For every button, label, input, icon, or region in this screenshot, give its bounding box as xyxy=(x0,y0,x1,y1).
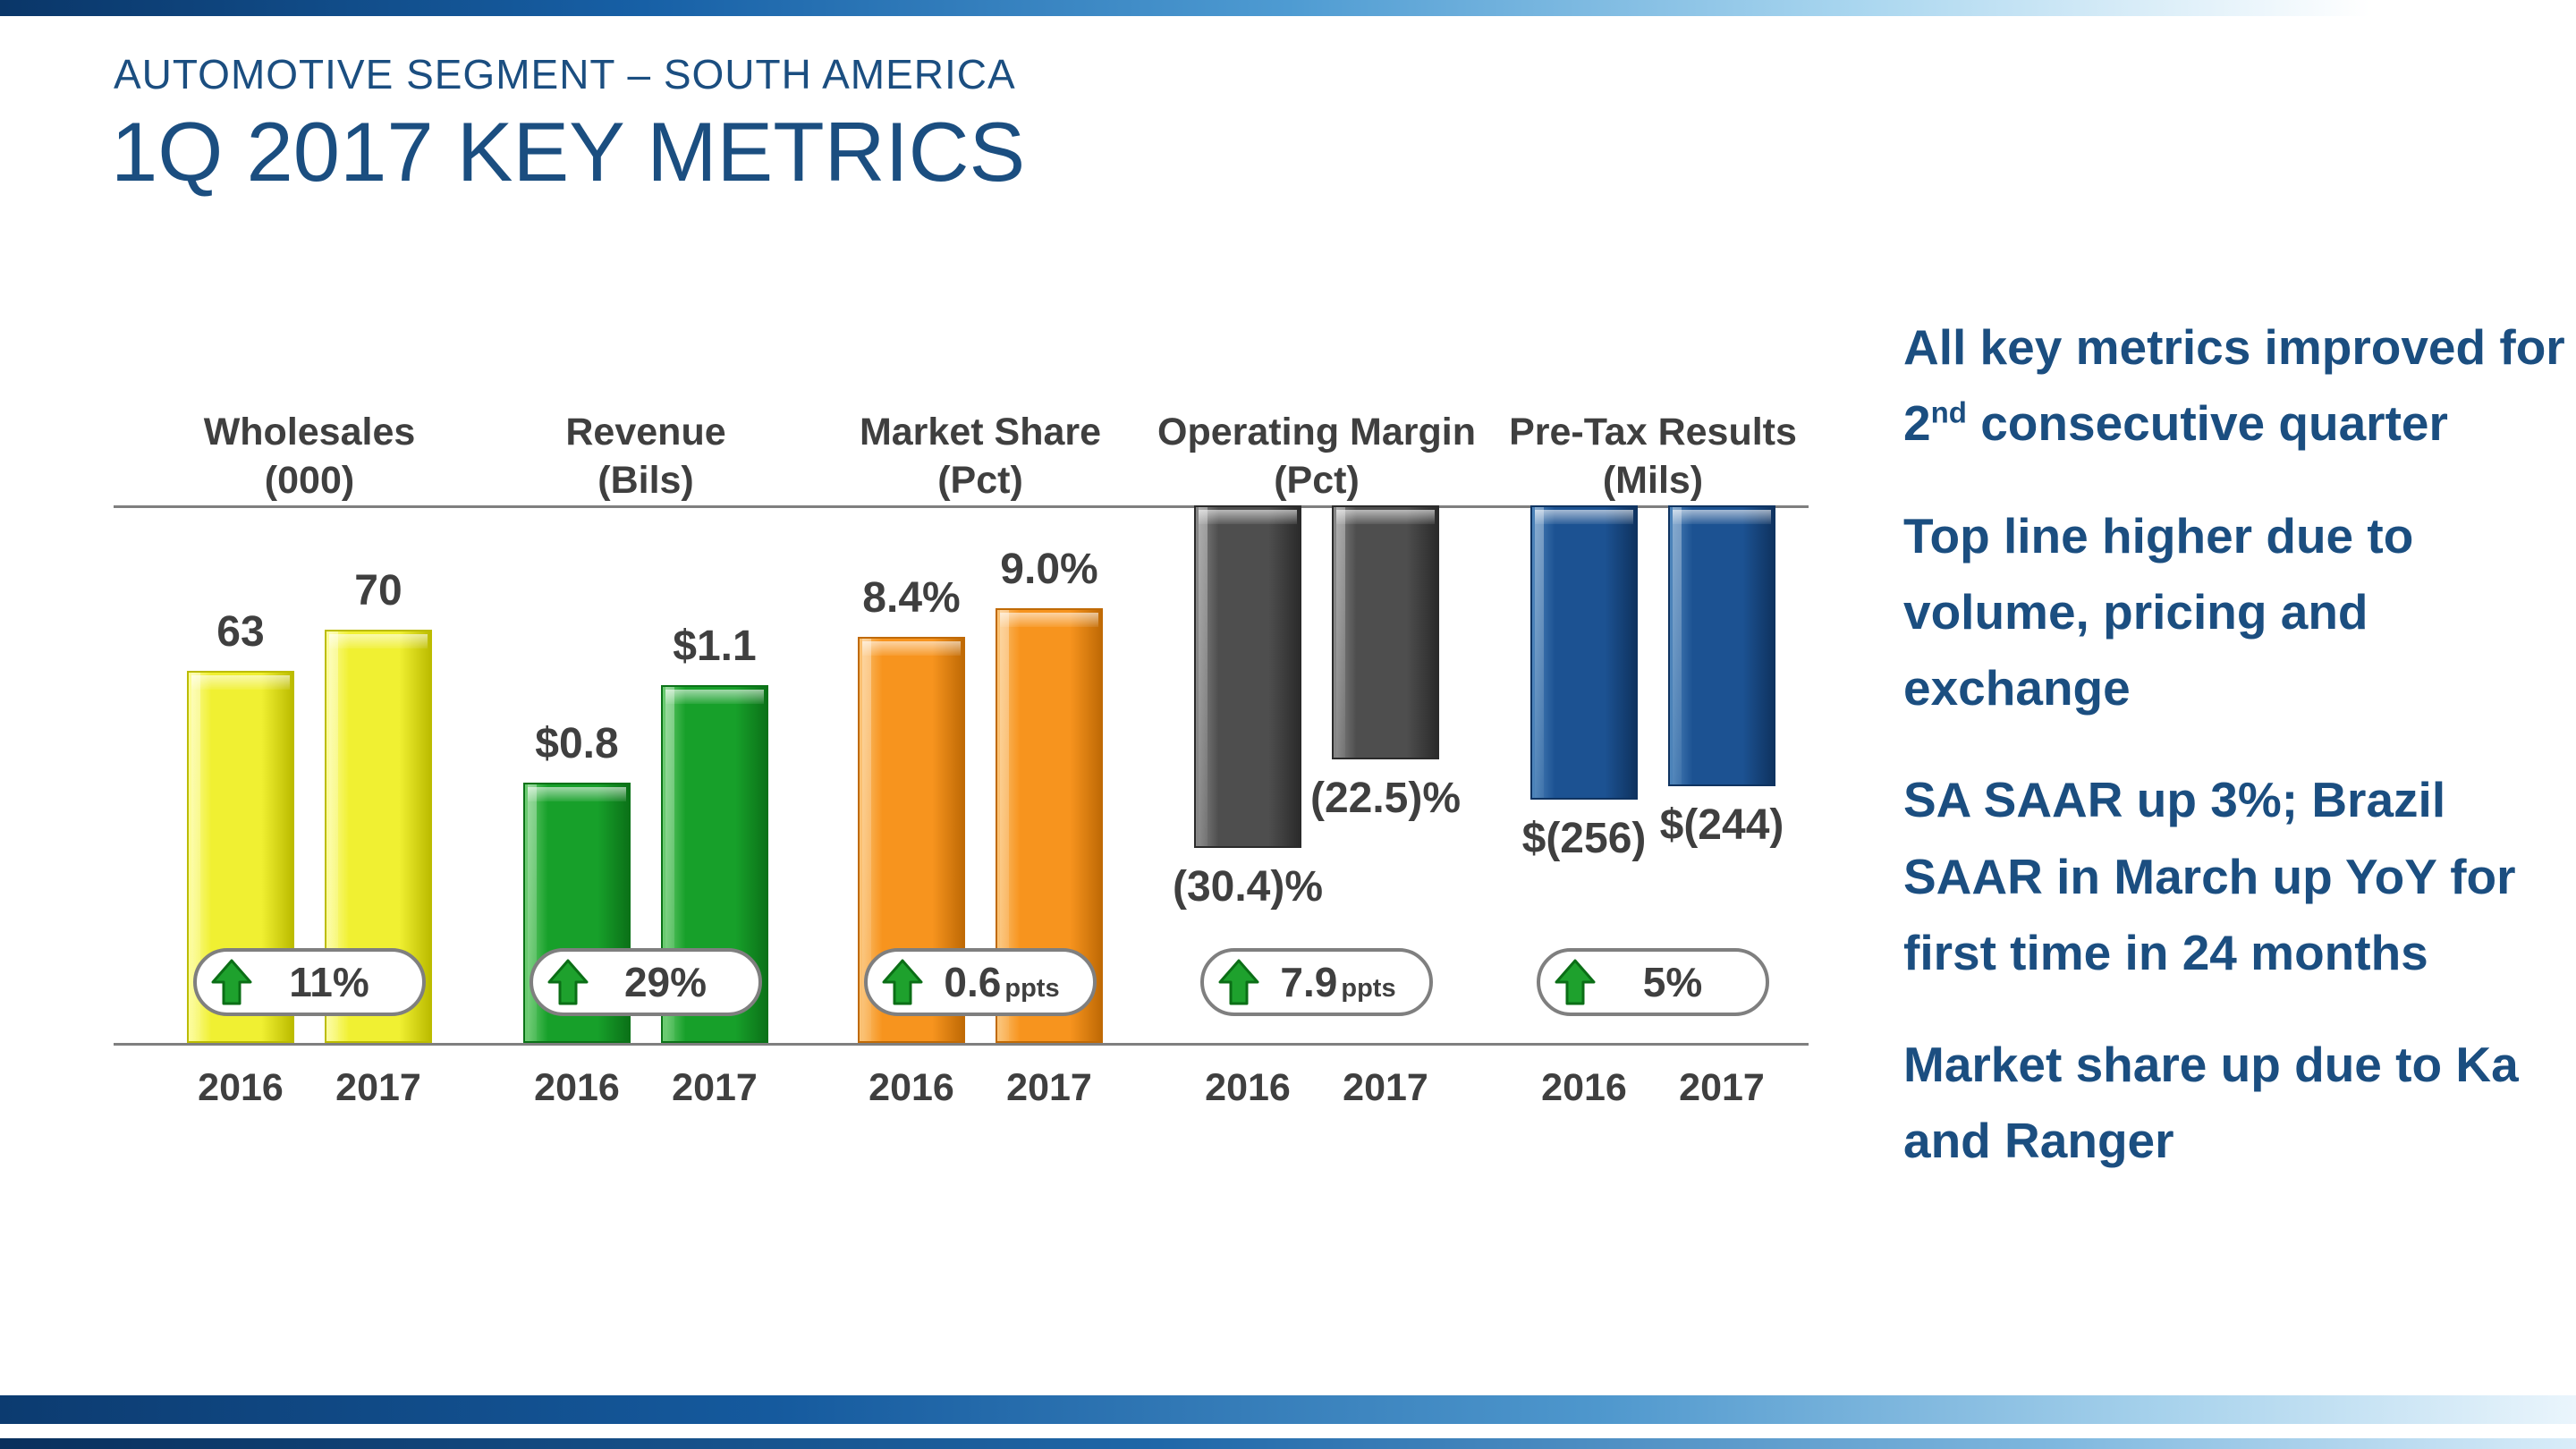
bar-value-2016: 63 xyxy=(216,608,265,656)
bar-value-2016: 8.4% xyxy=(862,574,961,622)
year-labels: 2016 2017 xyxy=(1149,1066,1484,1120)
year-labels: 2016 2017 xyxy=(1486,1066,1820,1120)
bar-value-2017: (22.5)% xyxy=(1309,775,1462,822)
year-2017: 2017 xyxy=(1343,1066,1428,1109)
year-2016: 2016 xyxy=(869,1066,954,1109)
bar-value-2016: (30.4)% xyxy=(1172,863,1324,911)
metric-header: Market Share (Pct) xyxy=(813,409,1148,505)
metric-plot: $0.8 $1.1 29% xyxy=(479,505,813,1043)
bar-value-2017: 9.0% xyxy=(1000,546,1098,593)
metric-group-revenue: Revenue (Bils) $0.8 $1.1 29% 2016 2017 xyxy=(479,409,813,1124)
change-badge: 0.6 ppts xyxy=(864,948,1097,1016)
year-2016: 2016 xyxy=(1205,1066,1291,1109)
metric-group-market-share: Market Share (Pct) 8.4% 9.0% 0.6 ppts 201… xyxy=(813,409,1148,1124)
metric-plot: 63 70 11% xyxy=(142,505,477,1043)
up-arrow-icon xyxy=(547,959,589,1005)
year-2017: 2017 xyxy=(1679,1066,1765,1109)
up-arrow-icon xyxy=(1218,959,1259,1005)
bullet-saar: SA SAAR up 3%; Brazil SAAR in March up Y… xyxy=(1903,772,2516,980)
chart-top-axis-line xyxy=(114,505,1809,508)
metric-header: Wholesales (000) xyxy=(142,409,477,505)
metric-units: (Mils) xyxy=(1602,458,1704,502)
bullet-metrics-improved: All key metrics improved for 2nd consecu… xyxy=(1903,319,2565,452)
bar-2016 xyxy=(1194,505,1301,848)
metric-header: Operating Margin (Pct) xyxy=(1149,409,1484,505)
up-arrow-icon xyxy=(1555,959,1596,1005)
metric-header: Pre-Tax Results (Mils) xyxy=(1486,409,1820,505)
metric-units: (Pct) xyxy=(937,458,1023,502)
metric-title: Revenue xyxy=(565,411,726,453)
slide-eyebrow: AUTOMOTIVE SEGMENT – SOUTH AMERICA xyxy=(114,51,1016,97)
metric-units: (Bils) xyxy=(597,458,694,502)
bar-value-2016: $(256) xyxy=(1521,815,1647,862)
year-2016: 2016 xyxy=(534,1066,620,1109)
metric-plot: 8.4% 9.0% 0.6 ppts xyxy=(813,505,1148,1043)
year-labels: 2016 2017 xyxy=(813,1066,1148,1120)
bar-2016 xyxy=(1530,505,1638,800)
change-badge: 11% xyxy=(193,948,426,1016)
metric-plot: $(256) $(244) 5% xyxy=(1486,505,1820,1043)
chart-bottom-axis-line xyxy=(114,1043,1809,1046)
year-2016: 2016 xyxy=(198,1066,284,1109)
change-label: 0.6 ppts xyxy=(944,959,1060,1005)
bar-value-2017: $1.1 xyxy=(673,623,757,670)
metric-title: Operating Margin xyxy=(1157,411,1476,453)
bullet-market-share: Market share up due to Ka and Ranger xyxy=(1903,1037,2519,1169)
key-points: All key metrics improved for 2nd consecu… xyxy=(1903,309,2576,1216)
year-labels: 2016 2017 xyxy=(479,1066,813,1120)
metric-group-operating-margin: Operating Margin (Pct) (30.4)% (22.5)% 7… xyxy=(1149,409,1484,1124)
change-badge: 5% xyxy=(1537,948,1769,1016)
year-labels: 2016 2017 xyxy=(142,1066,477,1120)
year-2017: 2017 xyxy=(335,1066,421,1109)
bar-value-2017: 70 xyxy=(354,567,402,614)
up-arrow-icon xyxy=(211,959,252,1005)
metric-units: (Pct) xyxy=(1274,458,1360,502)
metric-header: Revenue (Bils) xyxy=(479,409,813,505)
metric-title: Pre-Tax Results xyxy=(1509,411,1797,453)
metric-title: Wholesales xyxy=(203,411,416,453)
bullet-top-line: Top line higher due to volume, pricing a… xyxy=(1903,507,2414,716)
year-2017: 2017 xyxy=(672,1066,758,1109)
change-label: 5% xyxy=(1642,959,1703,1005)
top-gradient-bar xyxy=(0,0,2576,16)
slide-title: 1Q 2017 KEY METRICS xyxy=(111,105,1026,199)
metric-title: Market Share xyxy=(859,411,1102,453)
year-2016: 2016 xyxy=(1541,1066,1627,1109)
bar-value-2017: $(244) xyxy=(1659,801,1784,849)
metric-group-wholesales: Wholesales (000) 63 70 11% 2016 2017 xyxy=(142,409,477,1124)
change-badge: 29% xyxy=(530,948,762,1016)
year-2017: 2017 xyxy=(1006,1066,1092,1109)
bar-2017 xyxy=(1668,505,1775,786)
metric-group-pre-tax-results: Pre-Tax Results (Mils) $(256) $(244) 5% … xyxy=(1486,409,1820,1124)
change-label: 11% xyxy=(289,959,369,1005)
superscript: nd xyxy=(1930,395,1967,429)
bar-2017 xyxy=(1332,505,1439,759)
metric-plot: (30.4)% (22.5)% 7.9 ppts xyxy=(1149,505,1484,1043)
metric-units: (000) xyxy=(264,458,355,502)
up-arrow-icon xyxy=(882,959,923,1005)
change-label: 29% xyxy=(623,959,708,1005)
bar-value-2016: $0.8 xyxy=(535,720,619,767)
bottom-edge-bar xyxy=(0,1438,2576,1449)
change-badge: 7.9 ppts xyxy=(1200,948,1433,1016)
change-label: 7.9 ppts xyxy=(1280,959,1396,1005)
bottom-gradient-bar xyxy=(0,1395,2576,1424)
